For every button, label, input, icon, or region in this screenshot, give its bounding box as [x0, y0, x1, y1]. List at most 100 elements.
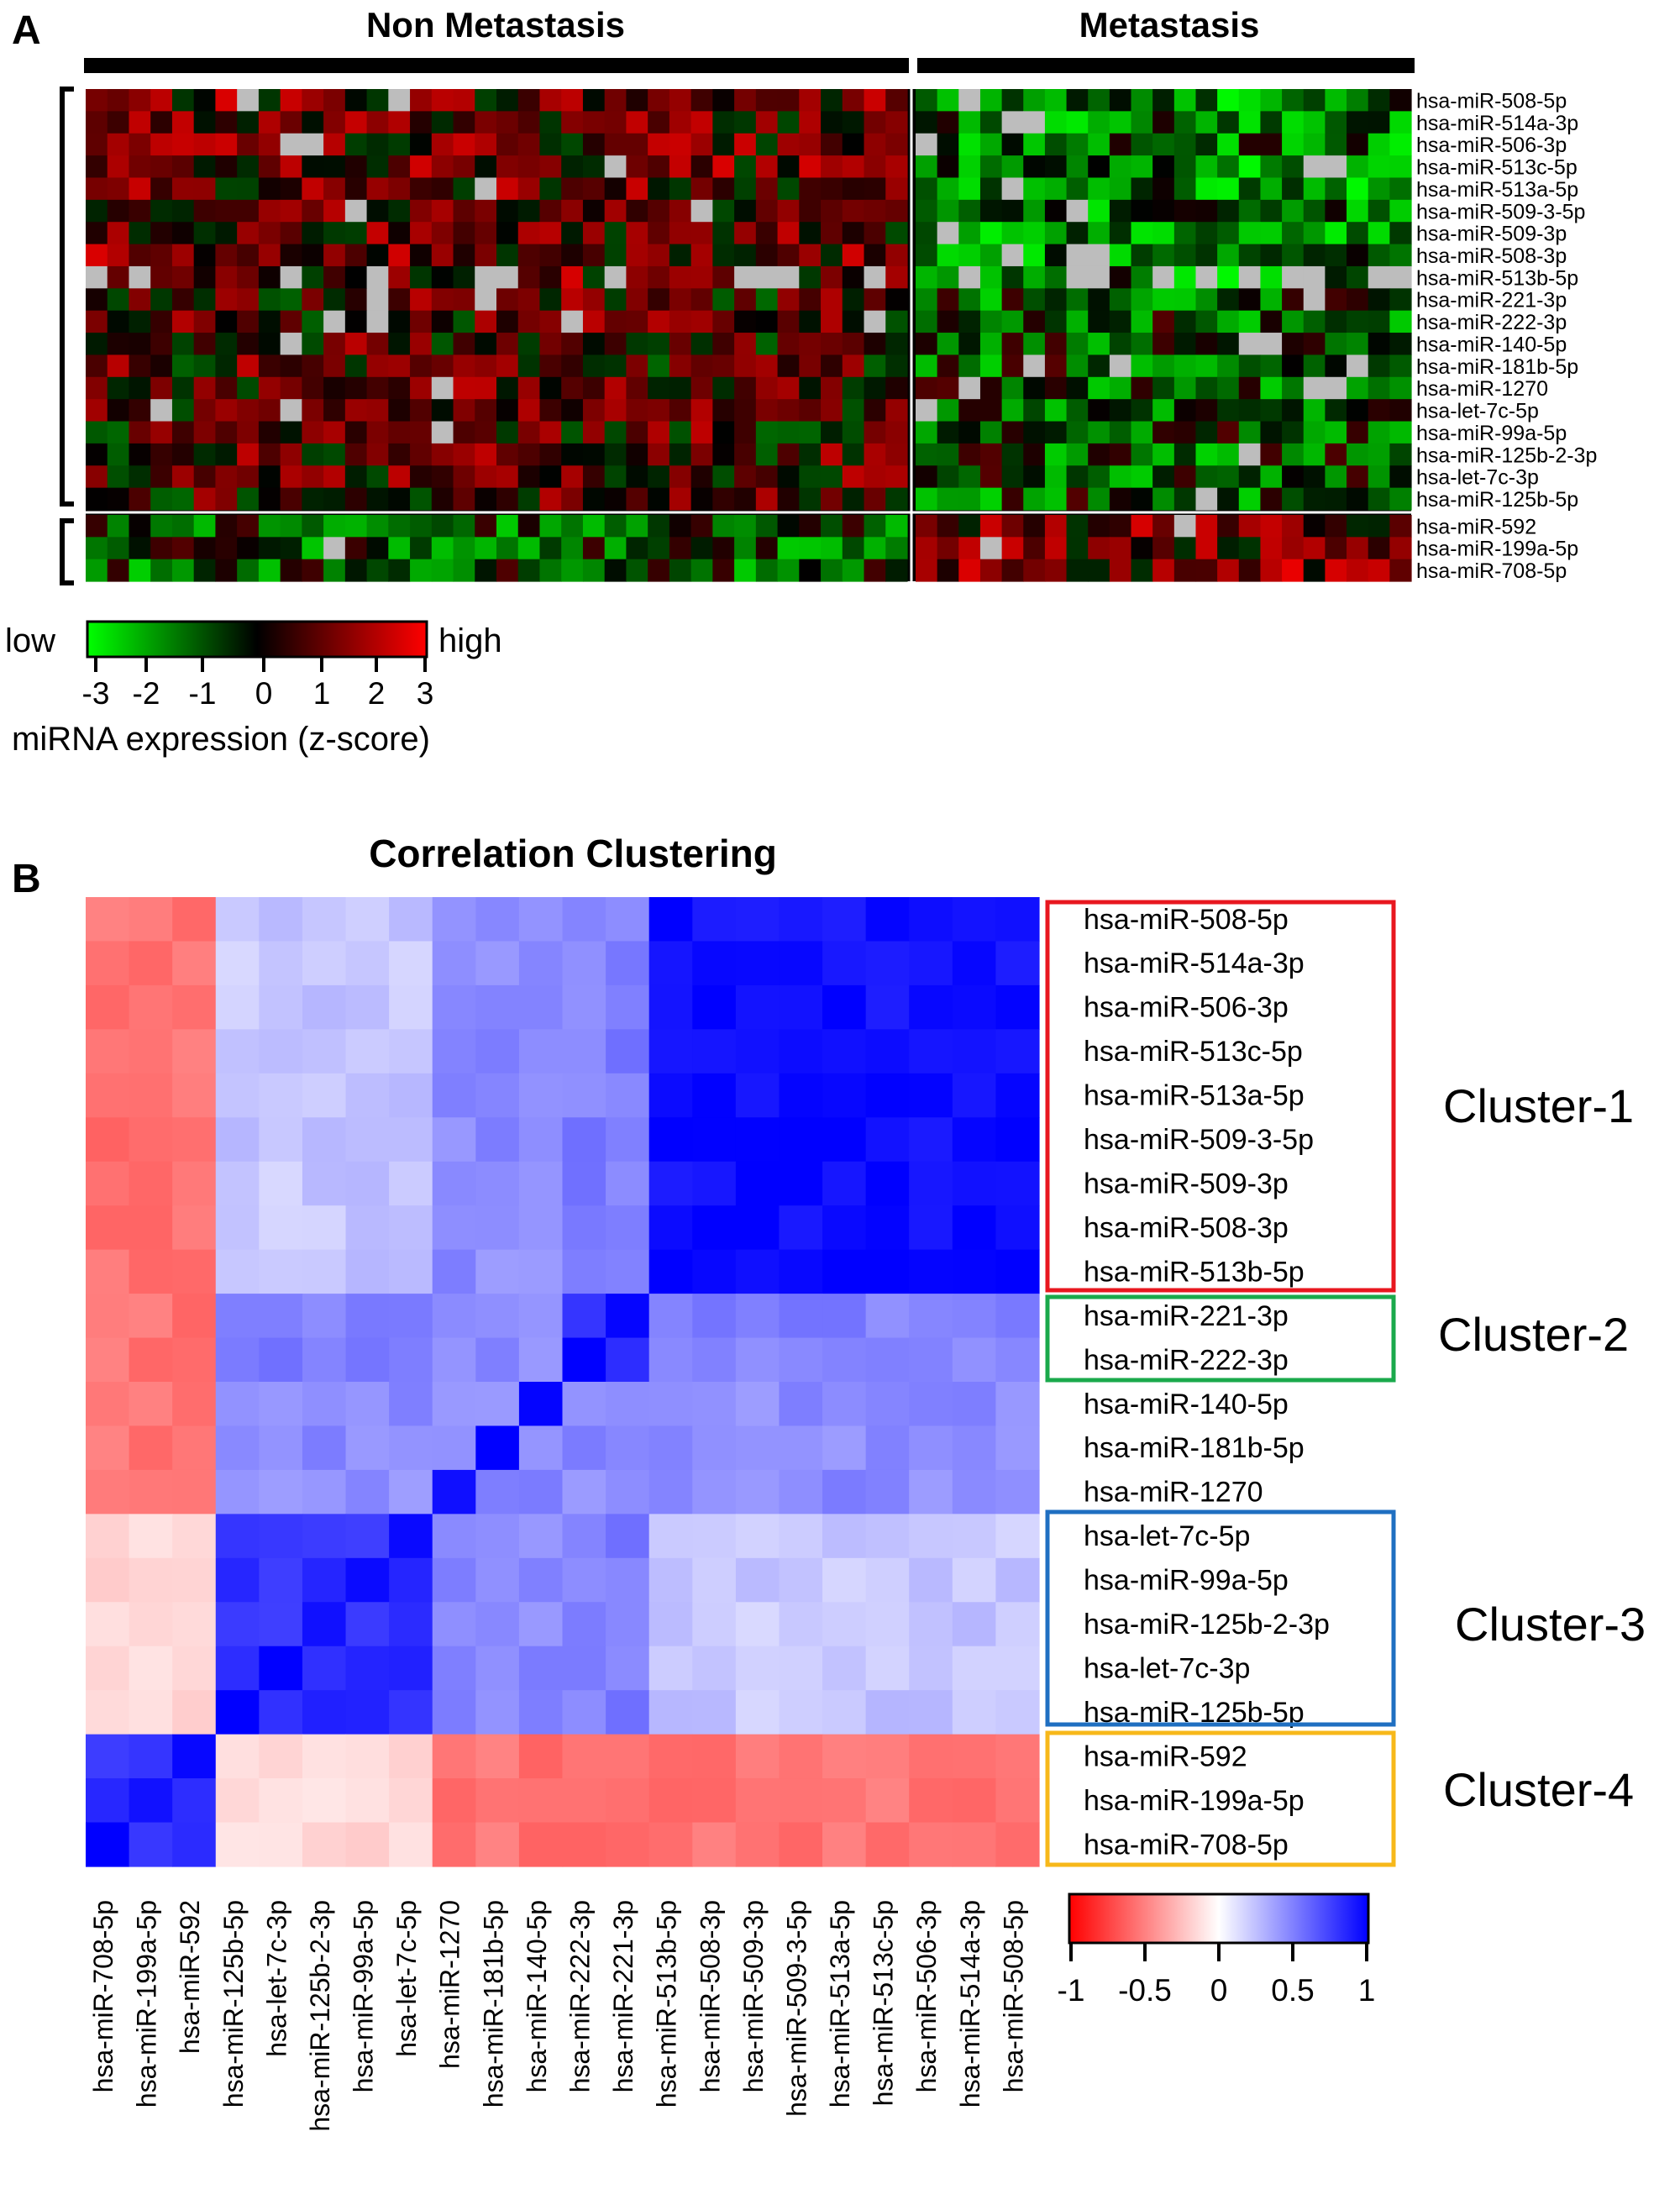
- expression-cell: [582, 89, 606, 112]
- expression-cell: [864, 376, 886, 400]
- expression-cell: [280, 288, 302, 312]
- expression-cell: [1195, 288, 1218, 312]
- expression-cell: [323, 133, 346, 156]
- expression-cell: [799, 222, 822, 245]
- correlation-cell: [995, 1382, 1040, 1427]
- expression-cell: [344, 222, 368, 245]
- expression-cell: [1282, 421, 1305, 444]
- expression-cell: [1303, 421, 1326, 444]
- expression-cell: [86, 288, 108, 312]
- correlation-cell: [909, 1514, 953, 1559]
- expression-cell: [755, 265, 779, 289]
- correlation-cell: [475, 1514, 520, 1559]
- correlation-cell: [259, 1514, 303, 1559]
- expression-cell: [561, 559, 584, 582]
- expression-cell: [1023, 376, 1046, 400]
- expression-cell: [237, 537, 260, 560]
- expression-cell: [1109, 354, 1132, 378]
- expression-cell: [864, 465, 886, 489]
- correlation-cell: [518, 1425, 564, 1471]
- expression-cell: [86, 376, 108, 400]
- expression-cell: [258, 133, 281, 156]
- expression-cell: [864, 515, 886, 538]
- correlation-cell: [995, 941, 1040, 986]
- expression-cell: [1217, 465, 1240, 489]
- correlation-cell: [172, 984, 217, 1030]
- expression-row-label: hsa-miR-181b-5p: [1416, 355, 1578, 379]
- expression-cell: [842, 222, 865, 245]
- correlation-cell: [865, 1602, 910, 1647]
- correlation-cell: [259, 1117, 303, 1163]
- expression-cell: [937, 376, 959, 400]
- expression-cell: [979, 265, 1003, 289]
- expression-cell: [302, 465, 324, 489]
- correlation-cell: [345, 1337, 390, 1383]
- expression-cell: [937, 487, 959, 511]
- expression-cell: [86, 199, 108, 223]
- correlation-cell: [606, 941, 650, 986]
- expression-cell: [885, 89, 908, 112]
- expression-cell: [517, 443, 541, 466]
- legend-low-label: low: [5, 622, 55, 659]
- expression-cell: [1044, 465, 1068, 489]
- expression-cell: [258, 421, 281, 444]
- expression-cell: [1088, 133, 1110, 156]
- expression-cell: [777, 111, 800, 134]
- expression-cell: [561, 515, 584, 538]
- expression-cell: [150, 244, 173, 267]
- expression-cell: [1217, 399, 1240, 423]
- expression-cell: [1173, 111, 1197, 134]
- expression-cell: [777, 244, 800, 267]
- correlation-cell: [562, 1161, 606, 1206]
- expression-cell: [604, 515, 627, 538]
- correlation-cell: [475, 1778, 520, 1824]
- expression-cell: [496, 333, 519, 356]
- expression-cell: [280, 399, 302, 423]
- expression-cell: [734, 265, 757, 289]
- expression-cell: [916, 537, 938, 560]
- expression-cell: [604, 376, 627, 400]
- expression-cell: [712, 399, 735, 423]
- expression-cell: [1173, 537, 1197, 560]
- expression-cell: [1066, 222, 1089, 245]
- expression-cell: [1260, 515, 1283, 538]
- correlation-cell: [432, 1602, 476, 1647]
- expression-cell: [799, 376, 822, 400]
- correlation-colorbar-ticks: -1 -0.5 0 0.5 1: [1058, 1943, 1375, 2008]
- expression-cell: [1282, 155, 1305, 179]
- expression-cell: [626, 559, 648, 582]
- expression-cell: [107, 487, 130, 511]
- correlation-cell: [518, 1469, 564, 1514]
- correlation-cell: [259, 1734, 303, 1779]
- correlation-row-label: hsa-miR-140-5p: [1084, 1388, 1289, 1420]
- expression-cell: [690, 111, 713, 134]
- expression-cell: [979, 310, 1003, 333]
- expression-cell: [604, 288, 627, 312]
- expression-cell: [1303, 399, 1326, 423]
- correlation-cell: [562, 1249, 606, 1294]
- expression-cell: [431, 443, 454, 466]
- expression-cell: [561, 443, 584, 466]
- expression-cell: [626, 244, 648, 267]
- expression-cell: [937, 177, 959, 201]
- expression-cell: [916, 354, 938, 378]
- expression-cell: [1260, 288, 1283, 312]
- expression-cell: [755, 244, 779, 267]
- expression-cell: [821, 133, 843, 156]
- expression-cell: [648, 222, 670, 245]
- expression-cell: [280, 244, 302, 267]
- correlation-cell: [692, 1029, 737, 1074]
- expression-cell: [1195, 421, 1218, 444]
- expression-cell: [1389, 399, 1412, 423]
- expression-cell: [1066, 399, 1089, 423]
- expression-cell: [1389, 333, 1412, 356]
- expression-cell: [777, 465, 800, 489]
- correlation-cell: [822, 1205, 867, 1251]
- expression-cell: [215, 155, 238, 179]
- expression-cell: [1368, 376, 1390, 400]
- expression-cell: [842, 537, 865, 560]
- expression-cell: [1389, 465, 1412, 489]
- expression-cell: [864, 537, 886, 560]
- expression-cell: [410, 177, 433, 201]
- expression-cell: [712, 559, 735, 582]
